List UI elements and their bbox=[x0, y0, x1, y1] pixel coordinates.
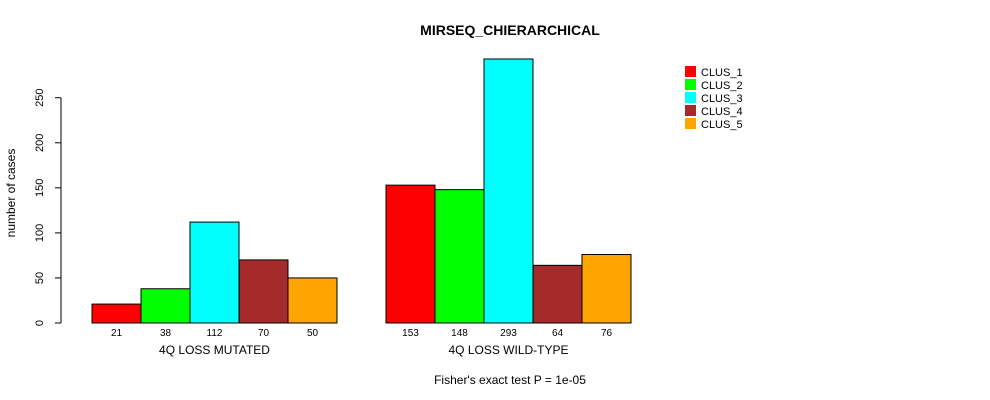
bar-clus-3-group-1 bbox=[189, 221, 240, 324]
y-axis-label: number of cases bbox=[4, 149, 18, 238]
legend-swatch-clus-5 bbox=[685, 118, 696, 129]
bar-value-label: 153 bbox=[402, 328, 419, 339]
y-tick-label: 50 bbox=[34, 272, 46, 284]
y-tick-label: 250 bbox=[34, 89, 46, 107]
y-tick-label: 0 bbox=[34, 320, 46, 326]
bar-clus-3-group-2 bbox=[483, 58, 534, 324]
legend-label: CLUS_3 bbox=[701, 93, 743, 105]
y-tick-label: 100 bbox=[34, 224, 46, 242]
bar-value-label: 38 bbox=[160, 328, 172, 339]
y-tick-label: 150 bbox=[34, 179, 46, 197]
legend-swatch-clus-4 bbox=[685, 105, 696, 116]
footnote: Fisher's exact test P = 1e-05 bbox=[434, 373, 586, 387]
bar-clus-5-group-2 bbox=[581, 254, 632, 324]
y-axis: 0 50 100 150 200 250 bbox=[34, 89, 62, 326]
bar-value-label: 148 bbox=[451, 328, 468, 339]
bar-value-label: 21 bbox=[111, 328, 123, 339]
legend-swatch-clus-3 bbox=[685, 92, 696, 103]
legend-swatch-clus-1 bbox=[685, 66, 696, 77]
group-label: 4Q LOSS MUTATED bbox=[159, 343, 270, 357]
bar-clus-1-group-2 bbox=[385, 184, 436, 324]
bar-value-label: 112 bbox=[207, 328, 223, 339]
bar-value-label: 64 bbox=[552, 328, 564, 339]
bar-clus-4-group-2 bbox=[532, 264, 583, 324]
bar-clus-2-group-2 bbox=[434, 189, 485, 324]
group-labels: 4Q LOSS MUTATED 4Q LOSS WILD-TYPE bbox=[159, 343, 568, 357]
y-tick-label: 200 bbox=[34, 134, 46, 152]
value-labels: 21 38 112 70 50 153 148 293 64 76 bbox=[111, 328, 613, 339]
legend-swatch-clus-2 bbox=[685, 79, 696, 90]
bars bbox=[91, 58, 632, 324]
legend-label: CLUS_1 bbox=[701, 67, 743, 79]
bar-value-label: 50 bbox=[307, 328, 319, 339]
bar-value-label: 293 bbox=[500, 328, 517, 339]
bar-clus-4-group-1 bbox=[238, 259, 289, 324]
bar-value-label: 70 bbox=[258, 328, 270, 339]
group-label: 4Q LOSS WILD-TYPE bbox=[448, 343, 568, 357]
chart-title: MIRSEQ_CHIERARCHICAL bbox=[420, 22, 600, 38]
legend-label: CLUS_5 bbox=[701, 119, 743, 131]
bar-clus-2-group-1 bbox=[140, 288, 191, 324]
bar-clus-1-group-1 bbox=[91, 303, 142, 324]
legend-label: CLUS_4 bbox=[701, 106, 743, 118]
bar-value-label: 76 bbox=[601, 328, 613, 339]
legend-label: CLUS_2 bbox=[701, 80, 743, 92]
bar-clus-5-group-1 bbox=[287, 277, 338, 324]
